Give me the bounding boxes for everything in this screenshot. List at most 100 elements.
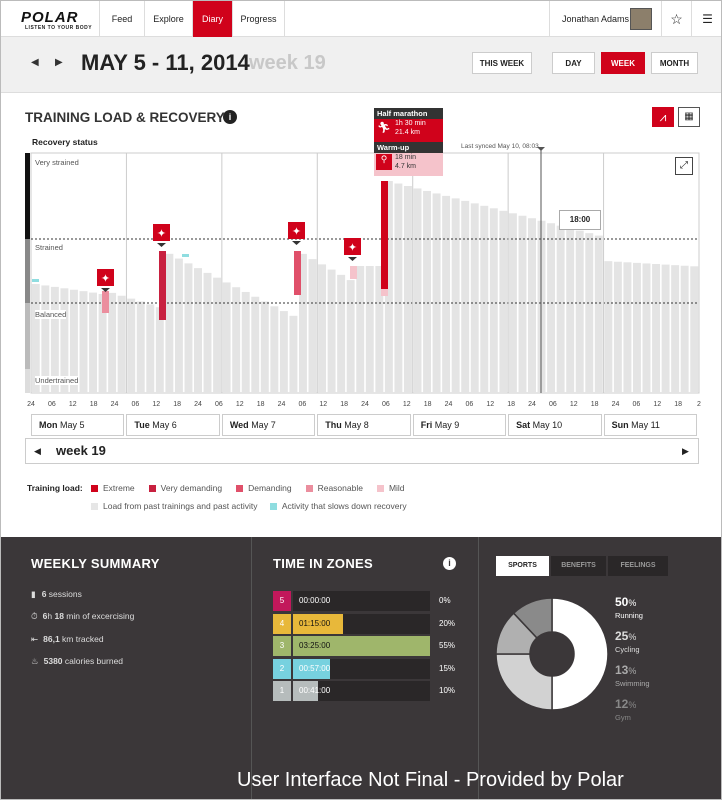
tab-feed[interactable]: Feed bbox=[99, 1, 145, 37]
zone-row: 3 03:25:00 55% bbox=[273, 636, 463, 656]
status-strip-balanced bbox=[25, 303, 30, 369]
weekly-summary-title: WEEKLY SUMMARY bbox=[31, 556, 160, 571]
day-row: Mon May 5 Tue May 6 Wed May 7 Thu May 8 Fri … bbox=[31, 414, 699, 436]
tick-label: 12 bbox=[152, 401, 160, 408]
load-bar bbox=[299, 253, 307, 393]
tick-label: 06 bbox=[549, 401, 557, 408]
load-bar bbox=[289, 315, 298, 393]
status-strip-strained bbox=[25, 239, 30, 303]
next-week-icon[interactable]: ▶ bbox=[55, 57, 63, 68]
run-icon: ✦ bbox=[348, 242, 357, 254]
load-bar bbox=[499, 210, 508, 393]
tick-label: 24 bbox=[361, 401, 369, 408]
calendar-icon[interactable]: ▦ bbox=[678, 107, 700, 127]
level-balanced: Balanced bbox=[35, 310, 67, 319]
user-menu[interactable]: Jonathan Adams bbox=[549, 1, 661, 37]
tick-label: 06 bbox=[632, 401, 640, 408]
bike-icon: ⚲ bbox=[376, 154, 392, 170]
popup-warm-up[interactable]: Warm-up ⚲ 18 min 4.7 km bbox=[374, 142, 443, 176]
sports-tabs: SPORTS BENEFITS FEELINGS bbox=[496, 556, 668, 576]
tab-progress[interactable]: Progress bbox=[233, 1, 285, 37]
load-bar bbox=[337, 274, 346, 393]
sport-legend-item: 13% Swimming bbox=[615, 663, 650, 688]
day-thu[interactable]: Thu May 8 bbox=[317, 414, 411, 436]
load-bar bbox=[346, 280, 355, 393]
legend-item: Mild bbox=[376, 483, 405, 493]
load-bar bbox=[451, 198, 460, 393]
load-bar bbox=[623, 262, 632, 393]
day-wed[interactable]: Wed May 7 bbox=[221, 414, 316, 436]
popup-duration: 1h 30 min bbox=[395, 120, 426, 127]
load-bar bbox=[556, 225, 565, 393]
zone-fill bbox=[293, 681, 318, 701]
zone-number: 5 bbox=[273, 591, 291, 611]
chart-view-icon[interactable]: ⩘ bbox=[652, 107, 674, 127]
load-bar bbox=[318, 264, 327, 393]
load-bar bbox=[633, 262, 641, 393]
legend-load-past: Load from past trainings and past activi… bbox=[103, 501, 258, 511]
load-bar bbox=[604, 261, 613, 393]
training-marker bbox=[153, 224, 170, 241]
tick-label: 18 bbox=[674, 401, 682, 408]
day-button[interactable]: DAY bbox=[552, 52, 595, 74]
month-button[interactable]: MONTH bbox=[651, 52, 698, 74]
now-marker bbox=[537, 147, 545, 151]
zone-percent: 10% bbox=[439, 686, 456, 695]
load-bar bbox=[41, 285, 50, 393]
tick-label: 18 bbox=[257, 401, 265, 408]
load-bar bbox=[232, 287, 241, 393]
zone-row: 2 00:57:00 15% bbox=[273, 658, 463, 679]
tick-label: 24 bbox=[194, 401, 202, 408]
level-strained: Strained bbox=[35, 243, 63, 252]
info-icon[interactable]: i bbox=[223, 110, 237, 124]
day-mon[interactable]: Mon May 5 bbox=[31, 414, 125, 436]
polar-logo[interactable]: POLAR bbox=[21, 9, 79, 26]
zone-row: 4 01:15:00 20% bbox=[273, 613, 463, 634]
load-bar bbox=[203, 272, 212, 393]
tick-label: 24 bbox=[278, 401, 286, 408]
load-bar bbox=[69, 289, 78, 393]
load-bar bbox=[575, 230, 584, 393]
tick-label: 06 bbox=[465, 401, 473, 408]
prev-week-icon[interactable]: ◀ bbox=[31, 57, 39, 68]
menu-icon[interactable]: ☰ bbox=[691, 1, 721, 37]
load-bar bbox=[117, 295, 126, 393]
day-tue[interactable]: Tue May 6 bbox=[126, 414, 220, 436]
star-icon[interactable]: ☆ bbox=[661, 1, 691, 37]
load-bar bbox=[31, 284, 40, 393]
popup-half-marathon[interactable]: Half marathon 🏃︎ 1h 30 min 21.4 km bbox=[374, 108, 443, 142]
tick-label: 06 bbox=[382, 401, 390, 408]
legend-item: Demanding bbox=[236, 483, 292, 493]
tab-feelings[interactable]: FEELINGS bbox=[608, 556, 668, 576]
load-bar bbox=[537, 220, 546, 393]
zones-info-icon[interactable]: i bbox=[443, 557, 456, 570]
tab-benefits[interactable]: BENEFITS bbox=[551, 556, 606, 576]
load-bar bbox=[127, 298, 136, 393]
day-fri[interactable]: Fri May 9 bbox=[412, 414, 507, 436]
sport-legend-item: 12% Gym bbox=[615, 697, 637, 722]
summary-time: ⏱ 6h 18 min of excercising bbox=[31, 611, 135, 621]
popup-title: Half marathon bbox=[374, 108, 443, 119]
load-bar bbox=[241, 291, 250, 393]
tick-label: 06 bbox=[48, 401, 56, 408]
tab-sports[interactable]: SPORTS bbox=[496, 556, 549, 576]
load-bar bbox=[613, 261, 622, 393]
day-sat[interactable]: Sat May 10 bbox=[508, 414, 602, 436]
nav-prev-icon[interactable]: ◀ bbox=[34, 446, 41, 456]
zone-percent: 55% bbox=[439, 641, 456, 650]
summary-calories: ♨ 5380 calories burned bbox=[31, 656, 124, 666]
slow-recovery-mark bbox=[182, 254, 189, 257]
this-week-button[interactable]: THIS WEEK bbox=[472, 52, 532, 74]
day-sun[interactable]: Sun May 11 bbox=[603, 414, 697, 436]
zone-number: 4 bbox=[273, 613, 291, 634]
level-very-strained: Very strained bbox=[35, 158, 79, 167]
flame-icon: ♨ bbox=[31, 656, 39, 666]
tab-explore[interactable]: Explore bbox=[145, 1, 193, 37]
week-button[interactable]: WEEK bbox=[601, 52, 645, 74]
donut-slice bbox=[512, 597, 553, 640]
nav-next-icon[interactable]: ▶ bbox=[682, 446, 689, 456]
fullscreen-icon[interactable]: ⤢ bbox=[675, 157, 693, 175]
legend-slows: Activity that slows down recovery bbox=[281, 501, 407, 511]
distance-icon: ⇤ bbox=[31, 634, 39, 644]
tab-diary[interactable]: Diary bbox=[193, 1, 233, 37]
